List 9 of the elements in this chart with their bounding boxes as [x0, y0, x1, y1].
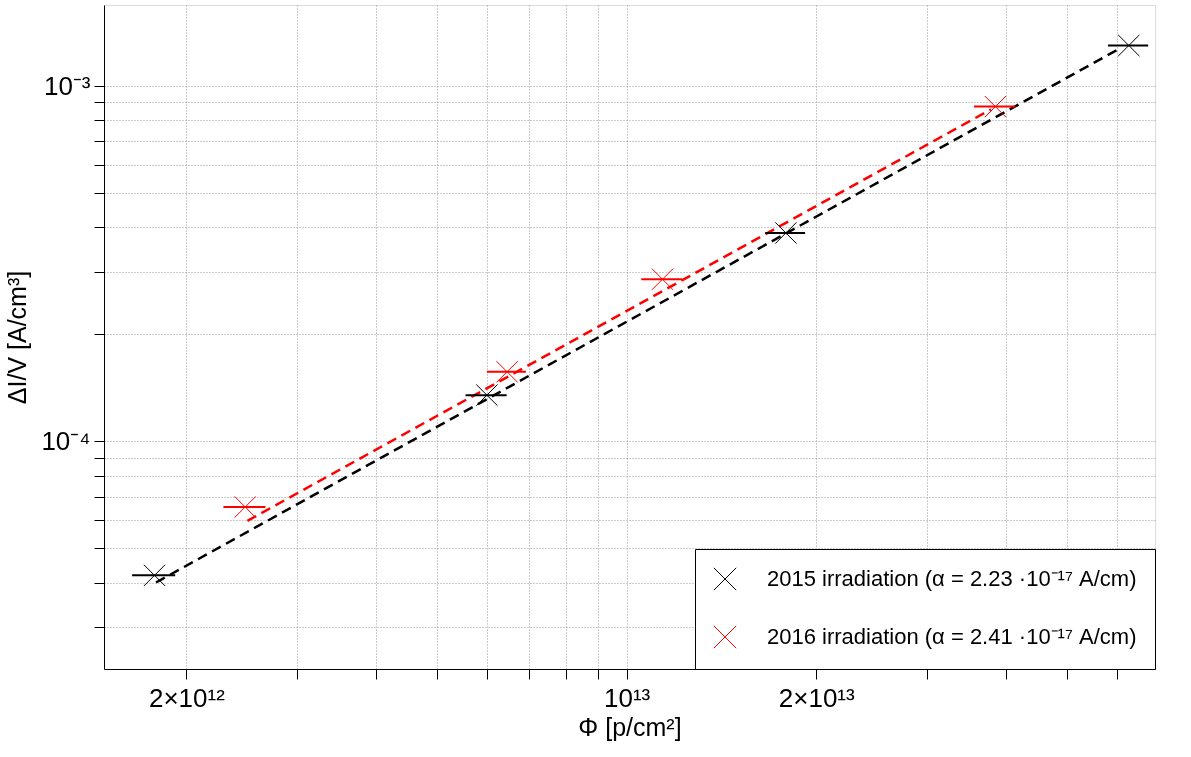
x-tick-label: 2×10¹³: [778, 682, 856, 713]
x-axis-title: Φ [p/cm²]: [578, 712, 682, 741]
y-tick-label: 10⁻⁴: [41, 425, 91, 456]
legend-label: 2015 irradiation (α = 2.23 ·10⁻¹⁷ A/cm): [767, 566, 1137, 591]
legend-label: 2016 irradiation (α = 2.41 ·10⁻¹⁷ A/cm): [767, 624, 1137, 649]
x-tick-label: 2×10¹²: [148, 682, 226, 713]
y-axis-title: ΔI/V [A/cm³]: [3, 270, 32, 405]
x-tick-label: 10¹³: [604, 682, 651, 713]
y-tick-label: 10⁻³: [43, 70, 91, 101]
